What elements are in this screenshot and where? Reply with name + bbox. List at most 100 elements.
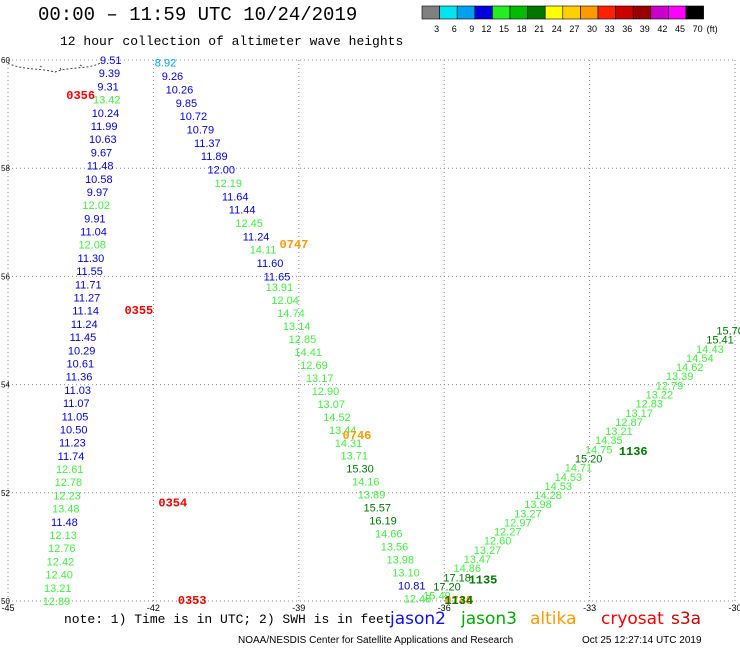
wave-height-label: 11.99 [91, 121, 118, 133]
wave-height-label: 11.30 [78, 253, 105, 265]
wave-height-label: 14.62 [676, 362, 704, 374]
wave-height-label: 11.74 [58, 451, 85, 463]
wave-height-label: 12.97 [504, 517, 532, 529]
wave-height-label: 11.45 [70, 332, 97, 344]
color-tick-label: 6 [452, 24, 457, 34]
wave-height-label: 13.14 [283, 321, 311, 333]
wave-height-label: 12.61 [56, 464, 84, 476]
wave-height-label: 17.18 [443, 572, 471, 584]
pass-time-label: 0356 [66, 89, 95, 103]
wave-height-label: 12.04 [271, 295, 299, 307]
wave-height-label: 11.07 [63, 398, 90, 410]
x-tick-label: -30 [728, 603, 740, 612]
wave-height-label: 13.21 [605, 426, 633, 438]
wave-height-label: 12.76 [48, 543, 76, 555]
wave-height-label: 14.41 [294, 347, 322, 359]
pass-time-label: 0746 [343, 429, 372, 443]
color-tick-label: 70 [693, 24, 703, 34]
wave-height-label: 17.20 [433, 581, 461, 593]
pass-time-label: 0355 [124, 304, 153, 318]
wave-height-label: 13.27 [474, 545, 502, 557]
wave-height-label: 14.43 [696, 344, 724, 356]
wave-height-label: 12.40 [45, 570, 73, 582]
wave-height-label: 10.24 [92, 108, 120, 120]
wave-height-label: 10.63 [89, 134, 117, 146]
wave-height-label: 11.60 [257, 258, 284, 270]
color-tick-label: 9 [469, 24, 474, 34]
wave-height-label: 15.30 [346, 464, 374, 476]
wave-height-label: 14.11 [250, 245, 277, 257]
wave-height-label: 15.70 [716, 326, 740, 338]
wave-height-label: 13.56 [381, 541, 409, 553]
color-unit-label: (ft) [707, 24, 718, 34]
legend-altika: altika [530, 609, 577, 629]
wave-height-label: 12.83 [635, 399, 663, 411]
wave-height-label: 11.23 [59, 438, 86, 450]
wave-height-label: 13.47 [464, 554, 492, 566]
color-tick-label: 24 [552, 24, 562, 34]
x-tick-label: -33 [583, 603, 596, 612]
wave-height-label: 13.48 [52, 504, 80, 516]
wave-height-label: 13.98 [387, 554, 415, 566]
wave-height-label: 13.07 [317, 399, 345, 411]
wave-height-label: 12.27 [494, 527, 522, 539]
wave-height-label: 9.39 [99, 68, 120, 80]
color-tick-label: 36 [622, 24, 632, 34]
wave-height-label: 14.74 [277, 308, 305, 320]
mission-legend: jason2 jason3 altika cryosat s3a [0, 608, 740, 636]
wave-height-label: 12.85 [289, 334, 317, 346]
wave-height-label: 12.02 [82, 200, 110, 212]
wave-height-label: 12.48 [404, 593, 432, 605]
wave-height-label: 13.89 [358, 490, 386, 502]
wave-height-label: 13.21 [44, 583, 72, 595]
y-tick-label: 54 [1, 381, 10, 390]
wave-height-label: 11.24 [71, 319, 98, 331]
color-swatch [685, 5, 704, 20]
wave-height-label: 14.28 [534, 490, 562, 502]
wave-height-label: 10.79 [187, 124, 215, 136]
pass-time-label: 0745 [444, 594, 473, 608]
wave-height-label: 10.50 [60, 424, 88, 436]
wave-height-label: 11.48 [51, 517, 78, 529]
wave-height-label: 15.41 [706, 335, 734, 347]
wave-height-label: 12.08 [78, 240, 106, 252]
color-tick-label: 18 [517, 24, 527, 34]
wave-height-label: 12.13 [49, 530, 77, 542]
wave-height-label: 10.81 [398, 580, 426, 592]
wave-height-label: 12.42 [47, 556, 75, 568]
legend-cryosat: cryosat [601, 609, 664, 629]
x-tick-label: -36 [438, 603, 451, 612]
wave-height-label: 12.45 [235, 218, 263, 230]
wave-height-label: 13.10 [392, 567, 420, 579]
pass-time-label: 1134 [444, 594, 473, 608]
generated-timestamp: Oct 25 12:27:14 UTC 2019 [582, 635, 702, 646]
wave-height-label: 8.92 [155, 58, 176, 70]
wave-height-label: 11.37 [194, 138, 221, 150]
wave-height-label: 14.86 [453, 563, 481, 575]
wave-height-label: 11.55 [76, 266, 103, 278]
wave-height-label: 16.19 [369, 516, 397, 528]
wave-height-label: 13.22 [646, 389, 674, 401]
wave-height-label: 11.04 [80, 227, 107, 239]
wave-height-label: 9.85 [176, 98, 197, 110]
wave-height-label: 12.23 [53, 490, 81, 502]
wave-height-label: 12.19 [214, 178, 242, 190]
wave-height-label: 12.60 [484, 536, 512, 548]
wave-height-label: 9.91 [84, 213, 105, 225]
wave-height-label: 10.29 [68, 345, 96, 357]
wave-height-label: 14.35 [595, 435, 623, 447]
color-tick-label: 21 [534, 24, 544, 34]
wave-height-label: 12.79 [656, 380, 684, 392]
wave-height-label: 14.71 [565, 463, 593, 475]
color-tick-label: 15 [499, 24, 509, 34]
wave-height-label: 9.26 [162, 71, 183, 83]
color-tick-label: 39 [640, 24, 650, 34]
y-tick-label: 50 [1, 597, 10, 606]
wave-height-label: 14.31 [335, 438, 363, 450]
x-tick-label: -42 [147, 603, 160, 612]
page-title: 00:00 – 11:59 UTC 10/24/2019 [38, 4, 358, 26]
color-tick-label: 30 [587, 24, 597, 34]
x-tick-label: -45 [1, 603, 14, 612]
y-tick-label: 60 [1, 56, 10, 65]
wave-height-label: 13.39 [666, 371, 694, 383]
